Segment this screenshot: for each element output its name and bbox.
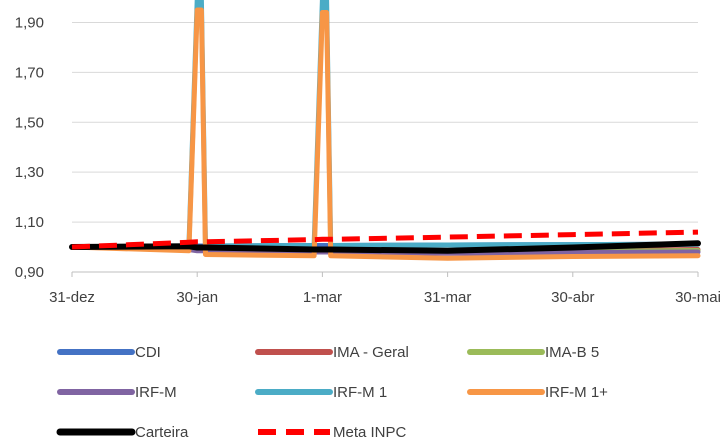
series-line-irf-m-1- [69, 7, 701, 261]
y-tick-label: 1,70 [15, 64, 44, 81]
x-tick-label: 30-abr [551, 289, 594, 306]
legend: CDI IMA - Geral IMA-B 5 IRF-M IRF-M 1 IRF-M 1… [56, 344, 608, 439]
legend-label: IMA-B 5 [545, 344, 599, 361]
x-axis: 31-dez 30-jan 1-mar 31-mar 30-abr 30-mai [49, 271, 721, 306]
y-tick-label: 1,10 [15, 214, 44, 231]
series-line-carteira [69, 240, 701, 254]
legend-label: IRF-M 1+ [545, 384, 608, 401]
legend-label: Meta INPC [333, 424, 407, 439]
y-tick-label: 1,50 [15, 114, 44, 131]
y-tick-label: 0,90 [15, 264, 44, 281]
series-line-irf-m-1 [69, 0, 701, 250]
x-tick-label: 31-mar [424, 289, 472, 306]
x-tick-label: 30-mai [675, 289, 721, 306]
series-line-meta-inpc [71, 229, 699, 250]
legend-label: Carteira [135, 424, 189, 439]
y-axis: 0,90 1,10 1,30 1,50 1,70 1,90 [15, 14, 44, 281]
legend-label: IRF-M [135, 384, 177, 401]
x-tick-label: 1-mar [303, 289, 342, 306]
x-tick-label: 30-jan [176, 289, 218, 306]
x-tick-label: 31-dez [49, 289, 95, 306]
legend-label: CDI [135, 344, 161, 361]
plot-area [69, 0, 701, 261]
y-tick-label: 1,30 [15, 164, 44, 181]
gridlines [72, 21, 698, 273]
legend-label: IMA - Geral [333, 344, 409, 361]
y-tick-label: 1,90 [15, 14, 44, 31]
legend-label: IRF-M 1 [333, 384, 387, 401]
